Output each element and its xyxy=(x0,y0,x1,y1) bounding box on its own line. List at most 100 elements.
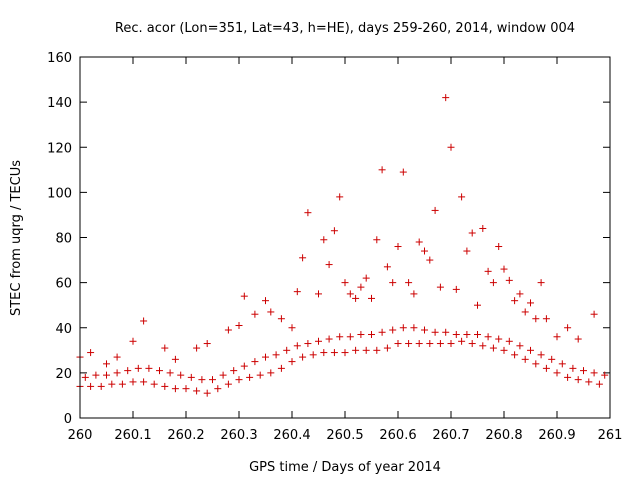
data-point xyxy=(431,206,439,214)
data-point xyxy=(336,193,344,201)
y-tick-label: 20 xyxy=(55,367,72,382)
data-point xyxy=(399,168,407,176)
data-point xyxy=(410,324,418,332)
data-point xyxy=(405,340,413,348)
data-point xyxy=(336,333,344,341)
data-point xyxy=(150,380,158,388)
data-point xyxy=(171,385,179,393)
data-point xyxy=(256,371,264,379)
data-point xyxy=(262,297,269,305)
data-point xyxy=(474,301,481,309)
x-tick-label: 260.5 xyxy=(326,428,363,443)
data-point xyxy=(357,331,365,339)
data-point xyxy=(383,263,391,271)
data-point xyxy=(203,340,211,348)
data-point xyxy=(373,236,381,244)
data-point xyxy=(548,355,556,363)
data-point xyxy=(193,387,201,395)
data-point xyxy=(288,358,296,366)
data-point xyxy=(87,349,95,357)
data-point xyxy=(288,324,296,332)
data-point xyxy=(569,364,577,372)
data-point xyxy=(378,328,386,336)
data-point xyxy=(309,351,317,359)
data-point xyxy=(251,358,259,366)
data-point xyxy=(468,340,476,348)
data-point xyxy=(410,290,418,298)
data-point xyxy=(421,247,428,255)
data-point xyxy=(113,353,121,361)
y-tick-label: 120 xyxy=(47,141,72,156)
data-point xyxy=(447,143,455,151)
data-point xyxy=(330,349,338,357)
data-point xyxy=(304,340,312,348)
x-tick-label: 260.9 xyxy=(538,428,575,443)
data-point xyxy=(235,376,243,384)
data-point xyxy=(553,369,561,377)
data-point xyxy=(558,360,566,368)
data-point xyxy=(394,340,402,348)
data-point xyxy=(235,321,243,329)
x-tick-label: 260.8 xyxy=(485,428,522,443)
y-tick-label: 80 xyxy=(55,232,72,247)
data-point xyxy=(230,367,238,375)
data-point xyxy=(458,337,466,345)
chart-title: Rec. acor (Lon=351, Lat=43, h=HE), days … xyxy=(115,21,575,36)
data-point xyxy=(315,290,322,298)
data-point xyxy=(277,364,285,372)
data-point xyxy=(516,342,524,350)
data-point xyxy=(156,367,163,375)
data-point xyxy=(500,265,508,273)
data-point xyxy=(177,371,185,379)
data-point xyxy=(129,337,137,345)
x-axis-label: GPS time / Days of year 2014 xyxy=(249,460,441,475)
axis-ticks: 260 260.1 260.2 260.3 260.4 260.5 260.6 260.7 26… xyxy=(47,51,622,443)
data-point xyxy=(304,209,312,217)
data-point xyxy=(468,229,476,237)
data-point xyxy=(346,290,354,298)
data-point xyxy=(452,331,460,339)
y-tick-label: 0 xyxy=(64,412,72,427)
data-point xyxy=(436,340,444,348)
data-point xyxy=(357,283,365,291)
data-point xyxy=(92,371,100,379)
data-point xyxy=(389,279,397,287)
data-point xyxy=(325,335,333,343)
data-point xyxy=(389,326,397,334)
data-point xyxy=(442,328,450,336)
data-point xyxy=(368,294,375,302)
data-point xyxy=(532,315,540,323)
data-point xyxy=(352,346,360,354)
data-point xyxy=(495,335,503,343)
data-point xyxy=(516,290,524,298)
data-point xyxy=(399,324,407,332)
data-point xyxy=(383,344,391,352)
x-tick-label: 260.2 xyxy=(167,428,204,443)
data-point xyxy=(527,299,534,307)
data-point xyxy=(341,279,349,287)
data-points xyxy=(76,94,609,397)
data-point xyxy=(542,364,550,372)
data-point xyxy=(452,285,460,293)
x-tick-label: 260.4 xyxy=(273,428,310,443)
data-point xyxy=(240,362,248,370)
data-point xyxy=(161,344,169,352)
data-point xyxy=(505,337,513,345)
y-tick-label: 100 xyxy=(47,186,72,201)
data-point xyxy=(209,376,216,384)
x-tick-label: 261 xyxy=(598,428,623,443)
data-point xyxy=(447,340,455,348)
data-point xyxy=(320,349,328,357)
data-point xyxy=(511,351,519,359)
data-point xyxy=(346,333,354,341)
x-tick-label: 260 xyxy=(68,428,93,443)
data-point xyxy=(129,378,137,386)
data-point xyxy=(521,355,529,363)
data-point xyxy=(283,346,291,354)
data-point xyxy=(537,279,545,287)
data-point xyxy=(458,193,466,201)
data-point xyxy=(166,369,174,377)
data-point xyxy=(171,355,179,363)
data-point xyxy=(574,376,582,384)
